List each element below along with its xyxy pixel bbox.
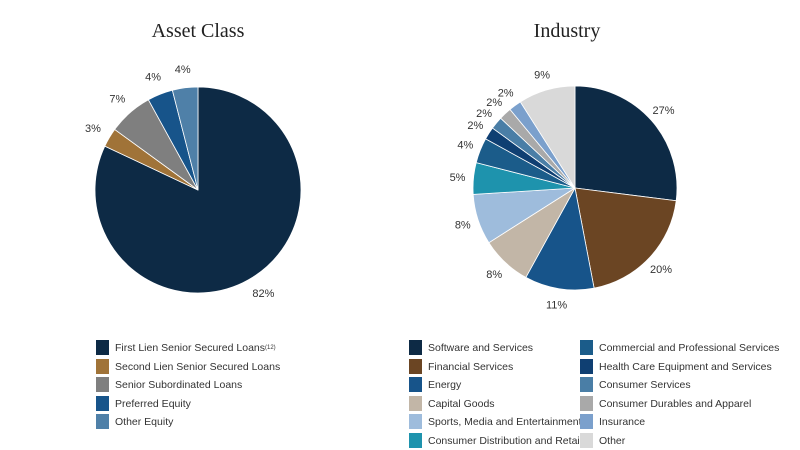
legend-label: Health Care Equipment and Services (599, 360, 772, 373)
legend-item: Consumer Services (580, 377, 691, 392)
data-label: 9% (534, 70, 550, 82)
legend-item: Insurance (580, 414, 645, 429)
legend-swatch (409, 396, 422, 411)
data-label: 2% (467, 120, 483, 132)
data-label: 3% (85, 123, 101, 135)
legend-label: Software and Services (428, 341, 534, 354)
legend-label: Other (599, 434, 626, 447)
data-label: 82% (252, 288, 274, 300)
legend-item: Consumer Durables and Apparel (580, 396, 751, 411)
legend-swatch (409, 414, 422, 429)
legend-label: Insurance (599, 415, 646, 428)
data-label: 11% (546, 300, 567, 312)
legend-swatch (96, 340, 109, 355)
data-label: 20% (650, 264, 672, 276)
legend-item: Senior Subordinated Loans (96, 377, 242, 392)
legend-label: Preferred Equity (115, 397, 191, 410)
legend-swatch (580, 359, 593, 374)
legend-item: First Lien Senior Secured Loans (12) (96, 340, 276, 355)
legend-swatch (96, 377, 109, 392)
legend-swatch (409, 340, 422, 355)
data-label: 4% (145, 72, 161, 84)
industry-title: Industry (533, 20, 601, 42)
legend-item: Preferred Equity (96, 396, 191, 411)
data-label: 8% (455, 219, 471, 231)
pie-slice (519, 85, 576, 190)
legend-item: Capital Goods (409, 396, 495, 411)
legend-label: Capital Goods (428, 397, 495, 410)
legend-label: Other Equity (115, 415, 174, 428)
data-label: 27% (652, 105, 674, 117)
pie-slice (574, 187, 677, 289)
legend-label: Commercial and Professional Services (599, 341, 780, 354)
legend-label: Consumer Durables and Apparel (599, 397, 752, 410)
data-label: 4% (175, 64, 191, 76)
legend-item: Health Care Equipment and Services (580, 359, 772, 374)
legend-swatch (580, 377, 593, 392)
legend-item: Other Equity (96, 414, 173, 429)
legend-swatch (96, 359, 109, 374)
legend-swatch (580, 396, 593, 411)
legend-item: Sports, Media and Entertainment (409, 414, 582, 429)
legend-label: Second Lien Senior Secured Loans (115, 360, 281, 373)
legend-label: Energy (428, 378, 462, 391)
legend-label: Consumer Services (599, 378, 691, 391)
legend-label: Sports, Media and Entertainment (428, 415, 582, 428)
data-label: 2% (486, 97, 502, 109)
legend-swatch (96, 396, 109, 411)
legend-label: Senior Subordinated Loans (115, 378, 243, 391)
legend-swatch (580, 414, 593, 429)
legend-label: Consumer Distribution and Retail (428, 434, 583, 447)
legend-item: Financial Services (409, 359, 513, 374)
legend-swatch (580, 340, 593, 355)
legend-label: First Lien Senior Secured Loans (115, 341, 265, 354)
data-label: 8% (486, 269, 502, 281)
data-label: 7% (109, 93, 125, 105)
asset-class-title: Asset Class (151, 20, 245, 42)
data-label: 5% (450, 172, 466, 184)
data-label: 2% (476, 108, 492, 120)
pie-slice (171, 86, 199, 191)
pie-slice (574, 85, 678, 202)
legend-item: Other (580, 433, 625, 448)
legend-item: Second Lien Senior Secured Loans (96, 359, 280, 374)
legend-swatch (580, 433, 593, 448)
legend-item: Energy (409, 377, 461, 392)
legend-item: Commercial and Professional Services (580, 340, 779, 355)
pie-slice (525, 186, 595, 291)
data-label: 2% (498, 88, 514, 100)
legend-footnote: (12) (265, 344, 276, 351)
legend-swatch (409, 377, 422, 392)
legend-swatch (96, 414, 109, 429)
data-label: 4% (457, 140, 473, 152)
legend-item: Consumer Distribution and Retail (409, 433, 582, 448)
legend-label: Financial Services (428, 360, 514, 373)
legend-swatch (409, 359, 422, 374)
legend-swatch (409, 433, 422, 448)
legend-item: Software and Services (409, 340, 533, 355)
